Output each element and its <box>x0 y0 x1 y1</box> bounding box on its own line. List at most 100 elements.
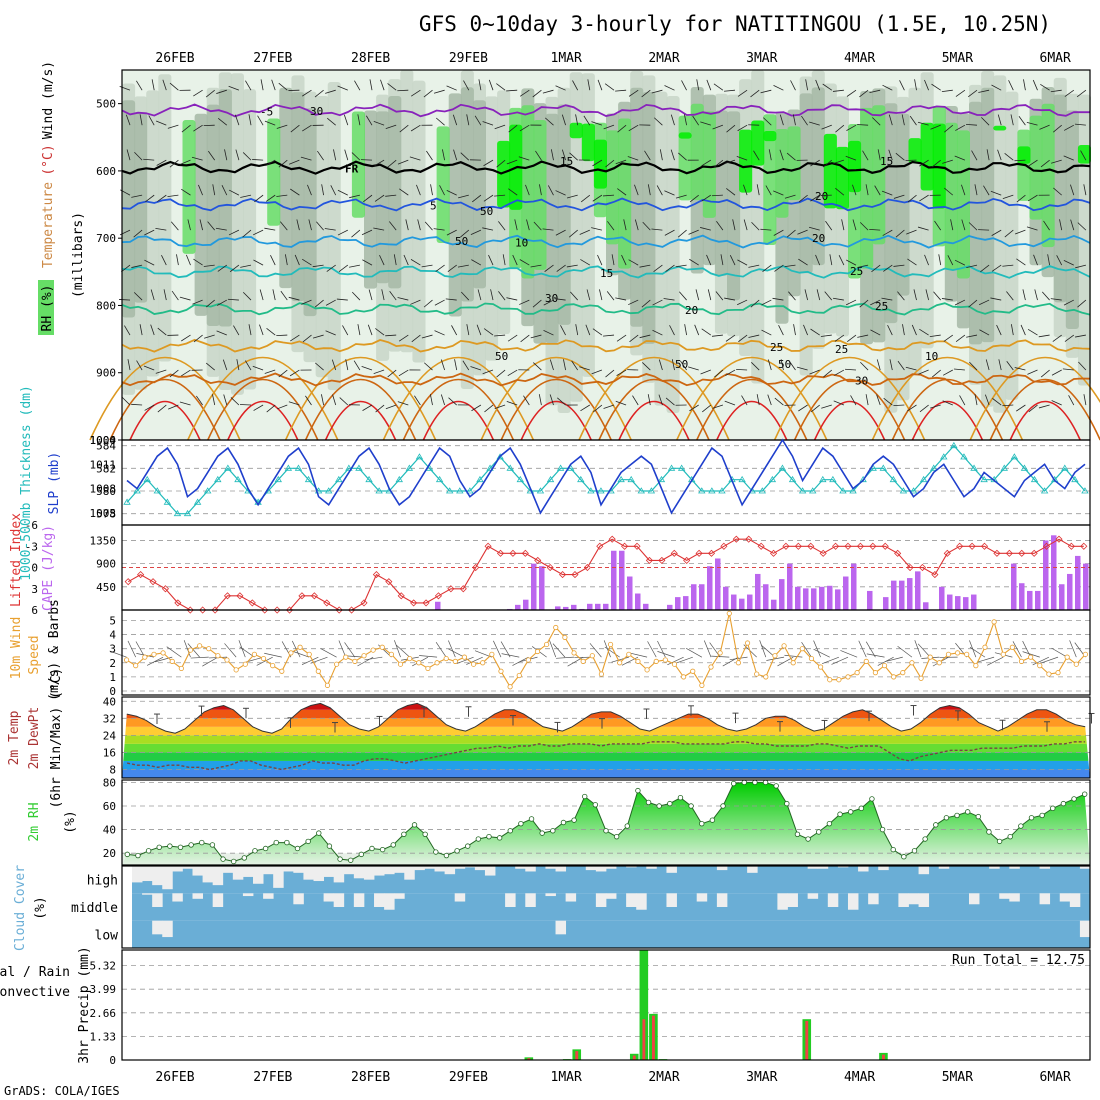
lifted-point <box>174 599 182 607</box>
wind-barb <box>871 264 881 273</box>
temp-band <box>122 735 1090 744</box>
wind-barb <box>276 334 288 337</box>
wind-barb <box>556 264 566 272</box>
wind-barb <box>1033 254 1038 266</box>
wind-barb-10m <box>456 656 474 664</box>
wind-barb <box>148 115 155 126</box>
lifted-point <box>832 542 840 550</box>
wind-barb-10m <box>667 656 684 666</box>
wind-barb <box>593 404 603 413</box>
wind-barb <box>519 89 530 97</box>
wind10-point <box>708 664 714 670</box>
wind-barb <box>748 264 760 268</box>
wind-barb <box>125 114 131 126</box>
wind10-point <box>297 644 303 650</box>
wind-barb <box>1050 89 1062 93</box>
thickness-point <box>647 487 656 494</box>
wind-barb <box>496 159 506 168</box>
thickness-point <box>849 487 857 494</box>
wind-barb <box>530 264 542 268</box>
cloud-clear-cell <box>394 893 405 899</box>
wind-barb <box>603 404 615 409</box>
wind-barb <box>603 124 615 130</box>
wind-barb <box>478 79 482 91</box>
wind-barb <box>617 124 627 133</box>
wind-barb-10m <box>897 645 913 658</box>
wind-barb <box>289 369 300 377</box>
isotherm-arc <box>578 356 730 441</box>
lifted-point <box>149 578 157 586</box>
panel-frame <box>121 949 1091 1061</box>
wind-barb <box>121 264 131 273</box>
wind10-point <box>872 670 878 676</box>
rh2m-point <box>1060 800 1067 807</box>
rh2m-point <box>241 855 248 861</box>
wind-barb <box>278 82 288 91</box>
lifted-point <box>794 542 802 550</box>
y-tick-label: 1000 <box>90 434 117 447</box>
thickness-point <box>778 464 787 471</box>
wind-barb <box>1075 264 1086 269</box>
temp-band <box>122 697 1090 703</box>
lifted-point <box>732 535 740 543</box>
wind-barb <box>221 185 228 196</box>
rh2m-point <box>326 843 333 849</box>
wind-barb <box>307 184 312 196</box>
cloud-clear-cell <box>626 893 637 907</box>
cape-bar <box>619 550 625 610</box>
lifted-point <box>534 556 542 564</box>
rh2m-point <box>613 833 620 840</box>
lifted-point <box>571 571 579 579</box>
cloud-clear-cell <box>716 866 728 871</box>
cloud-clear-cell <box>142 866 153 882</box>
wind-barb <box>877 149 881 161</box>
isotherm-arc <box>716 400 788 441</box>
wind-barb <box>1063 124 1074 131</box>
contour-label: 15 <box>560 155 573 168</box>
wind-barb <box>134 152 143 161</box>
wind-barb <box>498 221 506 231</box>
cape-bar <box>1067 573 1073 610</box>
wind-barb <box>991 229 1002 236</box>
isotherm-label: 10 <box>515 237 528 250</box>
wind-barb <box>942 369 953 376</box>
rh2m-point <box>539 830 545 836</box>
wind-barb <box>369 79 373 91</box>
wind-barb <box>342 325 349 336</box>
wind10-point <box>790 660 796 666</box>
thickness-point <box>788 475 797 483</box>
wind-barb <box>1053 187 1062 196</box>
wind-barb <box>228 85 240 91</box>
thickness-tick: 580 <box>96 485 116 498</box>
wind-barb <box>712 124 724 130</box>
wind-barb <box>767 359 772 371</box>
wind-barb <box>321 184 324 196</box>
lifted-point <box>496 549 505 557</box>
rh2m-point <box>954 812 960 819</box>
isotherm-label: -5 <box>260 105 273 118</box>
rh2m-point <box>305 838 311 845</box>
cloud-clear-cell <box>999 893 1010 899</box>
thickness-point <box>516 475 524 483</box>
ylabel-slp: SLP (mb) <box>47 452 62 515</box>
wind-barb <box>1063 299 1074 306</box>
ylabel-precip: 3hr Precip (mm) <box>77 946 92 1063</box>
wind10-point <box>133 663 139 669</box>
cape-bar <box>907 578 913 610</box>
lifted-point <box>422 599 430 607</box>
rh-shading <box>388 95 402 289</box>
cloud-clear-cell <box>293 866 304 873</box>
thickness-point <box>546 475 555 483</box>
wind-barb <box>998 359 1002 371</box>
cloud-clear-cell <box>162 920 173 938</box>
wind-barb-10m <box>166 646 182 658</box>
wind10-point <box>799 646 805 652</box>
rh-shading <box>739 79 753 356</box>
thickness-point <box>304 475 313 483</box>
contour-label: 30 <box>310 105 323 118</box>
lifted-point <box>348 606 356 614</box>
wind-barb <box>373 369 385 375</box>
wind10-tick: 3 <box>109 643 116 656</box>
cape-bar <box>1035 590 1041 610</box>
wind-barb-10m <box>239 646 255 658</box>
